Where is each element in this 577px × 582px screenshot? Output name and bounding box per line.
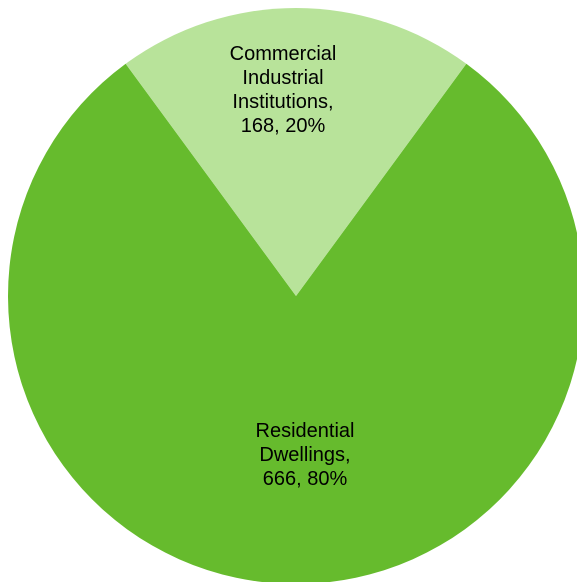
slice-label-line: Commercial: [230, 43, 337, 65]
slice-label-line: 666, 80%: [263, 468, 348, 490]
slice-label-2: Commercial Industrial Institutions, 168, 20…: [230, 43, 337, 137]
slice-label-line: Dwellings,: [259, 444, 350, 466]
slice-label-line: Industrial: [242, 67, 323, 89]
labels-layer: Residential Dwellings, 666, 80%Commercial I…: [230, 43, 355, 490]
pie-slice-1: [8, 63, 577, 582]
slice-label-line: Institutions,: [232, 91, 333, 113]
slice-label-1: Residential Dwellings, 666, 80%: [256, 420, 355, 490]
slice-label-line: Residential: [256, 420, 355, 442]
slice-label-line: 168, 20%: [241, 115, 326, 137]
slices-layer: [8, 7, 577, 582]
pie-slice-2: [125, 7, 467, 296]
